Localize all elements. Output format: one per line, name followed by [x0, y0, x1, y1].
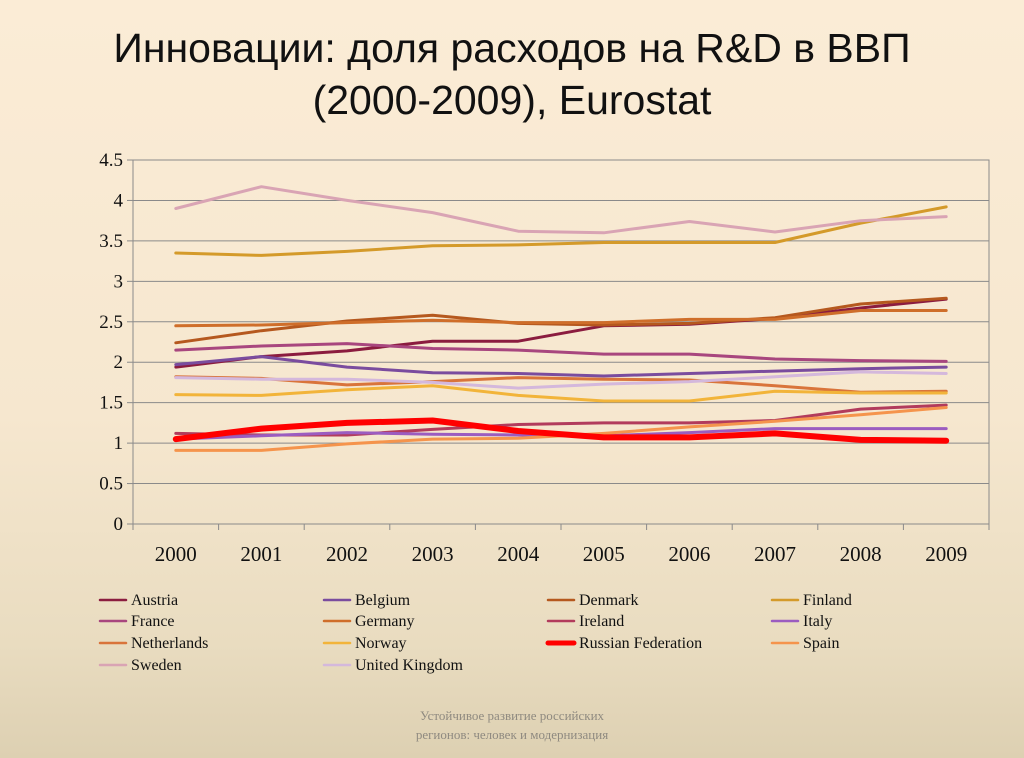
- series-line-belgium: [174, 355, 948, 378]
- legend-label-germany: Germany: [355, 613, 415, 630]
- legend-label-finland: Finland: [803, 592, 852, 609]
- series-line-united-kingdom: [174, 370, 948, 390]
- legend-label-united-kingdom: United Kingdom: [355, 657, 464, 674]
- y-tick-label: 2: [114, 352, 124, 373]
- series-line-russian-federation: [172, 417, 950, 444]
- series-line-ireland: [174, 403, 948, 437]
- y-tick-label: 3.5: [99, 231, 123, 252]
- x-tick-label: 2008: [840, 542, 882, 566]
- legend-label-belgium: Belgium: [355, 592, 411, 609]
- y-tick-label: 1: [114, 433, 124, 454]
- footer-line-2: регионов: человек и модернизация: [415, 727, 609, 742]
- legend-label-russian-federation: Russian Federation: [579, 635, 702, 652]
- y-tick-label: 2.5: [99, 312, 123, 333]
- series-line-france: [174, 342, 948, 363]
- x-tick-label: 2003: [412, 542, 454, 566]
- x-tick-label: 2001: [240, 542, 282, 566]
- title-line-2: (2000-2009), Eurostat: [312, 77, 712, 123]
- axes: 0 0.5 1 1.5 2 2.5 3 3.5 4 4.5 2000 2001 2002 2003 2004…: [99, 150, 990, 566]
- y-tick-label: 0: [114, 514, 124, 535]
- x-tick-label: 2002: [326, 542, 368, 566]
- x-tick-label: 2006: [668, 542, 710, 566]
- x-tick-label: 2004: [497, 542, 540, 566]
- x-tick-label: 2009: [925, 542, 967, 566]
- slide-footer: Устойчивое развитие российских регионов:…: [312, 706, 712, 744]
- legend-label-ireland: Ireland: [579, 613, 624, 630]
- y-tick-label: 4: [114, 190, 124, 211]
- x-tick-label: 2005: [583, 542, 625, 566]
- series-line-austria: [174, 297, 948, 369]
- series-lines: [172, 185, 950, 452]
- series-line-germany: [174, 309, 948, 328]
- series-line-sweden: [174, 185, 948, 235]
- legend: Austria Belgium Denmark Finland France German…: [98, 592, 852, 674]
- legend-label-sweden: Sweden: [131, 657, 182, 674]
- y-tick-label: 4.5: [99, 150, 123, 171]
- footer-line-1: Устойчивое развитие российских: [419, 708, 605, 723]
- legend-label-austria: Austria: [131, 592, 178, 609]
- series-line-finland: [174, 205, 948, 257]
- legend-label-denmark: Denmark: [579, 592, 639, 609]
- line-chart: 0 0.5 1 1.5 2 2.5 3 3.5 4 4.5 2000 2001 2002 2003 2004…: [98, 150, 990, 674]
- series-line-norway: [174, 384, 948, 403]
- legend-label-spain: Spain: [803, 635, 839, 652]
- plot-area: [132, 159, 990, 525]
- y-tick-label: 3: [114, 271, 124, 292]
- legend-label-france: France: [131, 613, 175, 630]
- series-line-denmark: [174, 296, 948, 345]
- title-line-1: Инновации: доля расходов на R&D в ВВП: [113, 25, 911, 71]
- x-tick-label: 2000: [155, 542, 197, 566]
- gridlines: [133, 159, 989, 525]
- legend-label-norway: Norway: [355, 635, 407, 652]
- y-tick-label: 0.5: [99, 474, 123, 495]
- legend-label-netherlands: Netherlands: [131, 635, 208, 652]
- series-line-netherlands: [174, 375, 948, 394]
- legend-label-italy: Italy: [803, 613, 832, 630]
- slide-title: Инновации: доля расходов на R&D в ВВП (2…: [0, 22, 1024, 126]
- x-tick-label: 2007: [754, 542, 796, 566]
- y-tick-label: 1.5: [99, 393, 123, 414]
